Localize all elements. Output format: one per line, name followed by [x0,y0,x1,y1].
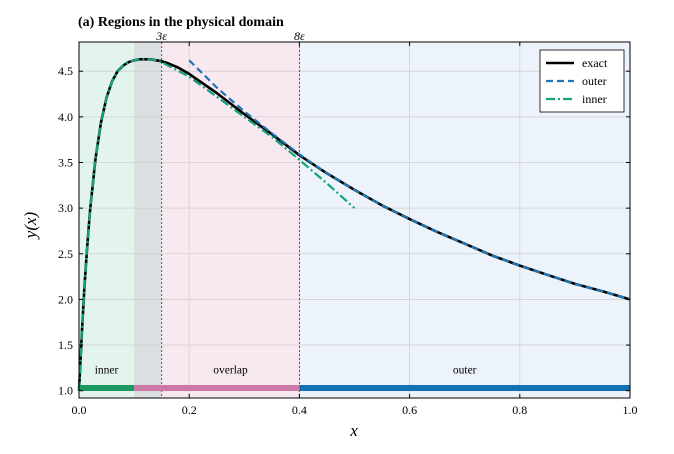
legend: exact outer inner [539,49,625,113]
region-label-overlap: overlap [213,365,248,377]
chart-title: (a) Regions in the physical domain [78,15,284,30]
series-line-inner [77,58,356,391]
y-tick-label-4: 3.0 [58,201,73,215]
x-tick-label-4: 0.8 [512,403,527,417]
y-tick-label-0: 1.0 [58,384,73,398]
region-labels: inner overlap outer [95,365,477,377]
y-tick-label-2: 2.0 [58,292,73,306]
y-tick-label-1: 1.5 [58,338,73,352]
legend-label-inner: inner [582,92,607,106]
x-tick-label-1: 0.2 [182,403,197,417]
plot-frame [78,41,631,399]
x-tick-label-5: 1.0 [623,403,638,417]
region-label-inner: inner [95,365,119,377]
region-background-buffer-1 [134,42,162,398]
legend-box [539,49,625,113]
x-axis-label: x [349,421,358,440]
x-tick-label-0: 0.0 [72,403,87,417]
axes [78,41,631,399]
x-tick-label-2: 0.4 [292,403,307,417]
legend-label-outer: outer [582,74,607,88]
region-label-outer: outer [453,365,477,377]
region-boundary-markers: 3ε 8ε [155,29,305,398]
series-lines [77,58,631,391]
series-line-outer [188,59,631,301]
tick-labels: 0.0 0.2 0.4 0.6 0.8 1.0 1.0 1.5 2.0 2.5 3.0 3.5 4.0 4… [58,64,638,417]
region-background-overlap [161,42,300,398]
marker-label-1: 8ε [294,29,305,43]
legend-label-exact: exact [582,56,608,70]
y-axis-label: y(x) [21,211,40,240]
y-tick-label-6: 4.0 [58,110,73,124]
y-tick-label-3: 2.5 [58,247,73,261]
y-tick-label-5: 3.5 [58,155,73,169]
y-tick-label-7: 4.5 [58,64,73,78]
marker-label-0: 3ε [155,29,167,43]
x-tick-label-3: 0.6 [402,403,417,417]
